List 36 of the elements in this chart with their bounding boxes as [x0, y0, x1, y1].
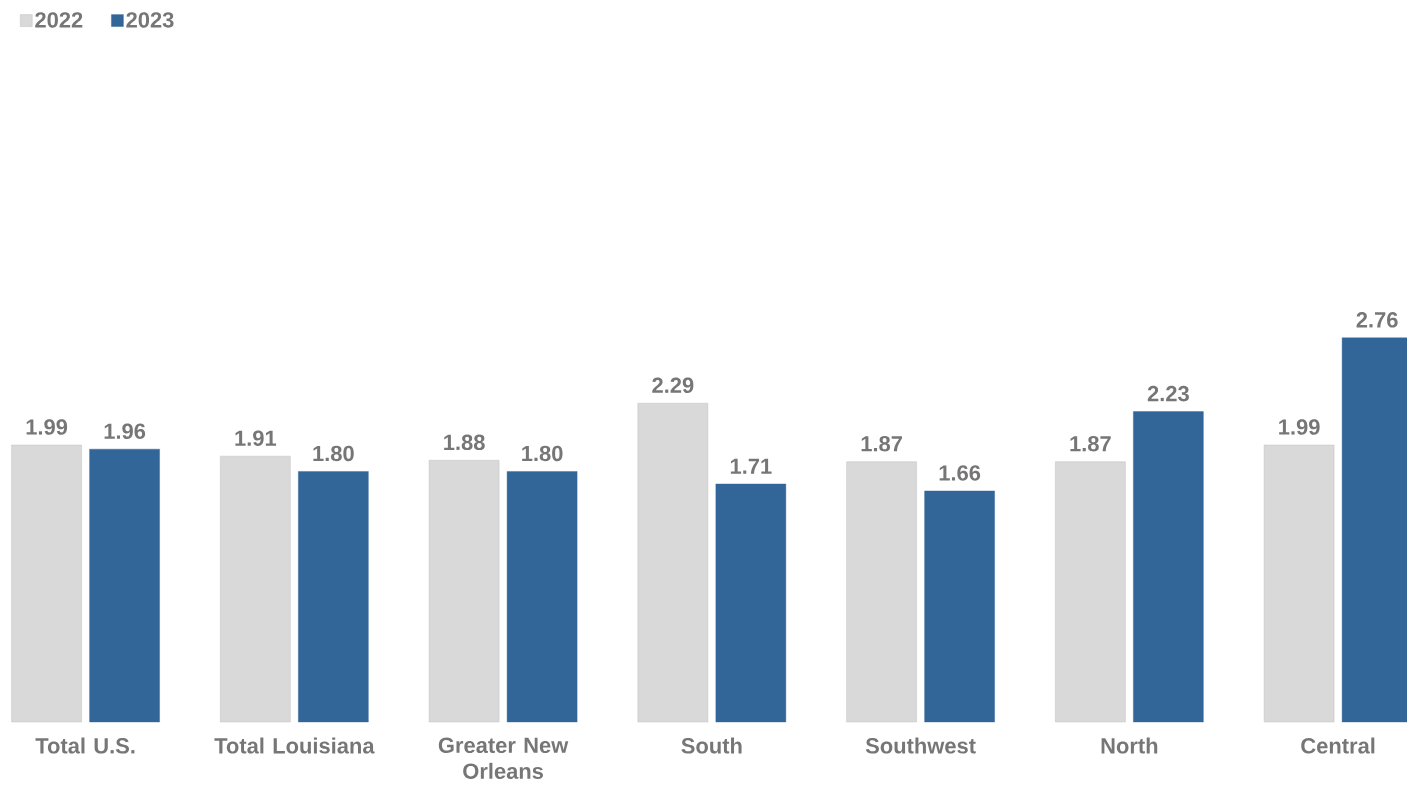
bar [428, 460, 500, 723]
data-label: 1.88 [444, 434, 485, 451]
data-label: 1.87 [861, 435, 902, 452]
data-label: 2.76 [1356, 312, 1398, 328]
bar [637, 403, 709, 723]
data-label: 1.99 [1279, 419, 1320, 435]
bar [506, 471, 578, 723]
bar [89, 448, 160, 723]
x-tick-label: Total U.S. [35, 737, 135, 754]
x-tick-label: South [681, 737, 742, 754]
legend-label: 2023 [126, 12, 174, 28]
data-label: 1.91 [235, 430, 277, 446]
data-label: 1.87 [1070, 435, 1111, 452]
bar [1133, 411, 1204, 723]
x-tick-label: Central [1301, 737, 1375, 754]
legend-label: 2022 [35, 12, 83, 28]
data-label: 1.66 [939, 465, 981, 481]
bar [220, 455, 291, 723]
bar [1263, 444, 1335, 723]
x-tick-label: Total Louisiana [214, 737, 375, 754]
x-tick-label: North [1101, 737, 1158, 754]
bar [1055, 461, 1126, 723]
bar [298, 471, 369, 723]
bar [846, 461, 917, 723]
data-label: 2.23 [1147, 385, 1189, 402]
data-label: 1.96 [104, 423, 146, 439]
bar [11, 444, 82, 723]
x-tick-label: Greater New Orleans [438, 737, 569, 779]
data-label: 1.71 [730, 458, 772, 474]
data-label: 1.99 [26, 419, 68, 435]
bar [715, 483, 787, 723]
data-label: 1.80 [313, 445, 354, 462]
bar [924, 490, 995, 723]
x-tick-label: Southwest [865, 737, 976, 754]
data-label: 1.80 [522, 445, 563, 462]
data-label: 2.29 [652, 377, 694, 394]
